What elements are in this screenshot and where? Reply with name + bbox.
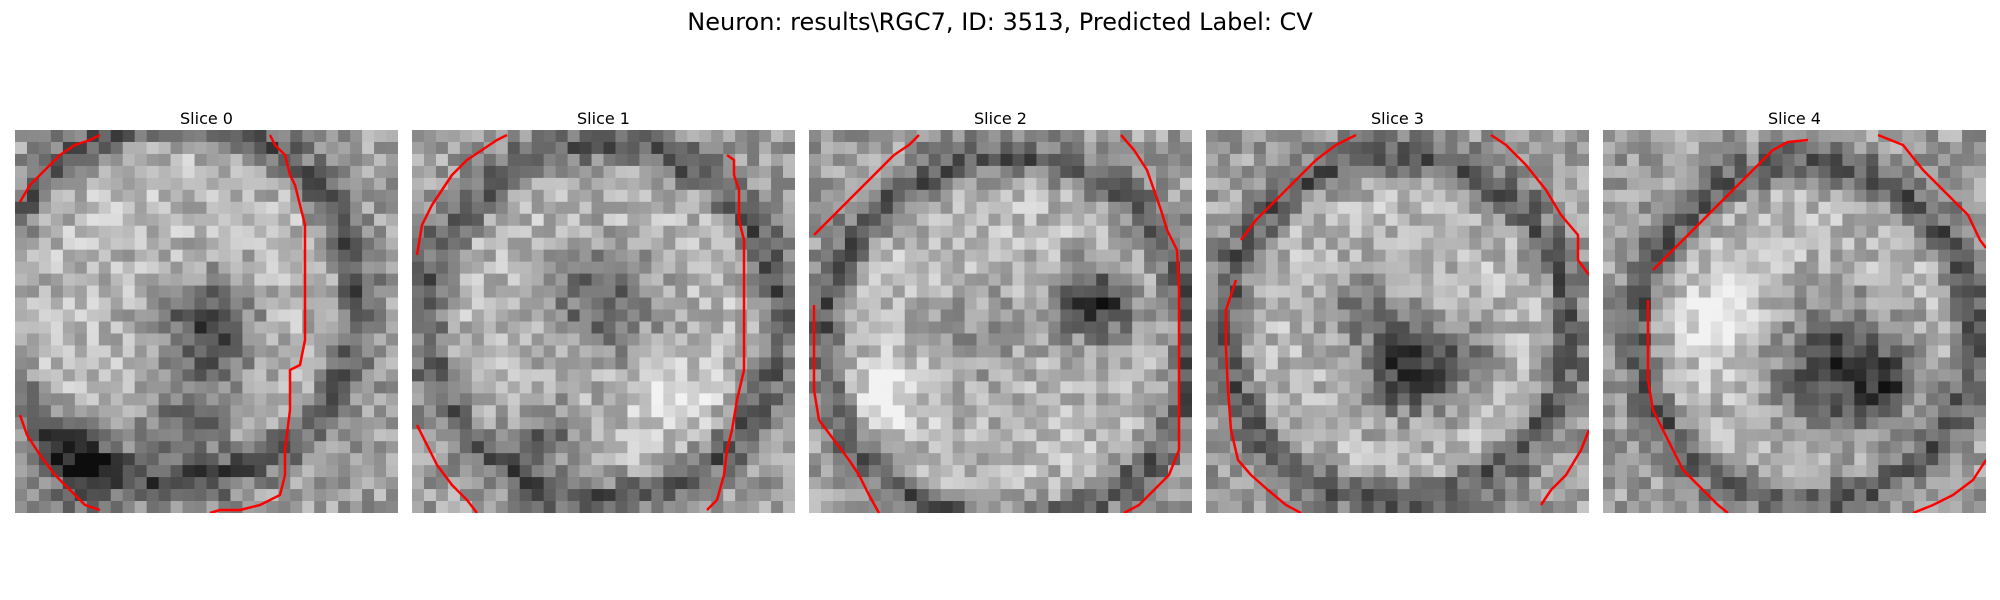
- contour-line: [18, 414, 101, 512]
- slice-image-2: [809, 130, 1192, 513]
- contour-line: [1877, 133, 1986, 249]
- slice-image-3: [1206, 130, 1589, 513]
- contour-line: [1224, 279, 1302, 513]
- slice-panel-3: Slice 3: [1206, 108, 1589, 513]
- contour-line: [1240, 133, 1357, 241]
- contour-line: [1120, 134, 1181, 513]
- slice-panel-0: Slice 0: [15, 108, 398, 513]
- slice-panel-2: Slice 2: [809, 108, 1192, 513]
- contour-line: [415, 424, 478, 513]
- slice-image-0: [15, 130, 398, 513]
- slice-image-1: [412, 130, 795, 513]
- contour-line: [415, 133, 508, 256]
- contour-line: [706, 153, 746, 511]
- contour-line: [1912, 459, 1986, 513]
- slice-title-1: Slice 1: [577, 109, 630, 128]
- slice-title-0: Slice 0: [180, 109, 233, 128]
- contour-line: [18, 133, 101, 203]
- contour-line: [1490, 133, 1589, 276]
- contour-line: [1652, 138, 1809, 271]
- contour-line: [812, 305, 881, 513]
- contour-line: [813, 134, 920, 236]
- contour-line: [1539, 429, 1589, 506]
- slice-panel-1: Slice 1: [412, 108, 795, 513]
- slice-image-4: [1603, 130, 1986, 513]
- slice-panel-4: Slice 4: [1603, 108, 1986, 513]
- slice-title-2: Slice 2: [974, 109, 1027, 128]
- slice-title-4: Slice 4: [1768, 109, 1821, 128]
- contour-line: [1646, 300, 1729, 513]
- slice-title-3: Slice 3: [1371, 109, 1424, 128]
- figure-title: Neuron: results\RGC7, ID: 3513, Predicte…: [687, 8, 1313, 36]
- contour-line: [209, 134, 307, 513]
